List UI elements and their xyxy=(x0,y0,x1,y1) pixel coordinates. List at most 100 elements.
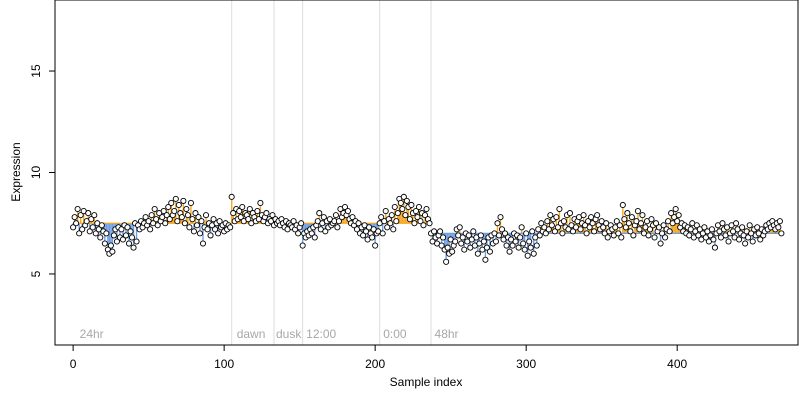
data-point xyxy=(708,226,715,233)
data-point xyxy=(387,220,394,227)
data-point xyxy=(269,212,276,219)
data-point xyxy=(749,238,756,245)
data-point xyxy=(79,226,86,233)
data-point xyxy=(470,228,477,235)
data-point xyxy=(566,210,574,217)
x-tick-label: 200 xyxy=(365,357,385,371)
data-point xyxy=(527,244,534,251)
data-point xyxy=(515,244,522,251)
data-point xyxy=(477,232,484,239)
data-point xyxy=(192,210,199,217)
data-point xyxy=(618,234,625,241)
data-point xyxy=(299,242,306,249)
data-point xyxy=(431,228,438,235)
data-point xyxy=(311,234,318,241)
data-point xyxy=(174,218,181,225)
annotations: 24hr dawn dusk 12:00 0:00 48hr xyxy=(80,327,459,341)
data-point xyxy=(295,230,302,237)
data-point xyxy=(778,230,785,237)
data-point xyxy=(509,242,516,249)
data-point xyxy=(423,205,430,213)
data-point xyxy=(166,216,173,223)
data-point xyxy=(71,214,78,221)
data-point xyxy=(646,226,654,233)
data-point xyxy=(378,214,385,221)
data-point xyxy=(230,210,237,217)
data-point xyxy=(586,224,593,231)
data-point xyxy=(390,226,397,233)
data-point xyxy=(438,242,445,249)
y-tick-label: 5 xyxy=(29,270,43,277)
data-point xyxy=(107,242,114,249)
data-point xyxy=(739,224,746,231)
data-point xyxy=(657,240,664,247)
data-point xyxy=(199,240,207,247)
data-point xyxy=(133,238,140,245)
data-point xyxy=(440,234,447,241)
data-point xyxy=(196,230,204,237)
data-point xyxy=(89,224,96,231)
data-point xyxy=(548,222,555,229)
data-point xyxy=(707,232,714,239)
data-point xyxy=(495,232,503,239)
data-point xyxy=(73,220,80,227)
data-point xyxy=(125,240,133,247)
data-point xyxy=(628,214,635,221)
data-point xyxy=(391,203,398,211)
data-point xyxy=(402,212,409,219)
annotation-label: dusk xyxy=(276,327,302,341)
data-point xyxy=(591,228,598,235)
data-point xyxy=(426,220,433,227)
data-point xyxy=(589,220,596,227)
data-point xyxy=(420,222,427,229)
data-point xyxy=(198,218,205,225)
x-tick-label: 0 xyxy=(70,357,77,371)
data-point xyxy=(171,208,178,215)
data-point xyxy=(403,197,410,204)
data-point xyxy=(627,228,634,235)
data-point xyxy=(636,226,643,233)
data-point xyxy=(77,212,84,219)
data-point xyxy=(521,246,528,253)
data-point xyxy=(501,230,509,237)
data-point xyxy=(483,244,490,251)
data-point xyxy=(553,214,560,221)
data-point xyxy=(88,216,95,223)
data-point xyxy=(228,193,235,200)
annotation-label: 12:00 xyxy=(306,327,336,341)
data-point xyxy=(580,212,587,219)
data-point xyxy=(452,238,459,245)
data-point xyxy=(506,248,513,255)
data-point xyxy=(742,240,749,247)
data-point xyxy=(124,224,131,231)
data-point xyxy=(91,212,98,219)
data-point xyxy=(474,250,481,257)
annotation-label: 48hr xyxy=(435,327,459,341)
data-point xyxy=(202,212,210,219)
data-point xyxy=(461,246,468,253)
data-point xyxy=(160,208,167,215)
data-point xyxy=(536,232,543,239)
data-point xyxy=(148,212,155,219)
x-axis-label: Sample index xyxy=(390,375,463,389)
data-point xyxy=(554,224,561,231)
data-point xyxy=(645,232,652,239)
data-point xyxy=(583,230,590,237)
data-point xyxy=(776,218,783,225)
data-point xyxy=(369,234,376,241)
data-point xyxy=(349,214,356,221)
data-point xyxy=(308,230,315,237)
data-point xyxy=(97,234,104,241)
data-point xyxy=(162,220,169,227)
data-point xyxy=(172,195,179,202)
data-point xyxy=(237,214,244,221)
data-point xyxy=(660,222,667,229)
data-point xyxy=(130,244,137,251)
data-point xyxy=(637,220,644,227)
data-point xyxy=(569,228,577,235)
data-point xyxy=(184,212,191,219)
annotation-label: 0:00 xyxy=(383,327,407,341)
data-point xyxy=(263,210,270,217)
data-point xyxy=(604,234,611,241)
